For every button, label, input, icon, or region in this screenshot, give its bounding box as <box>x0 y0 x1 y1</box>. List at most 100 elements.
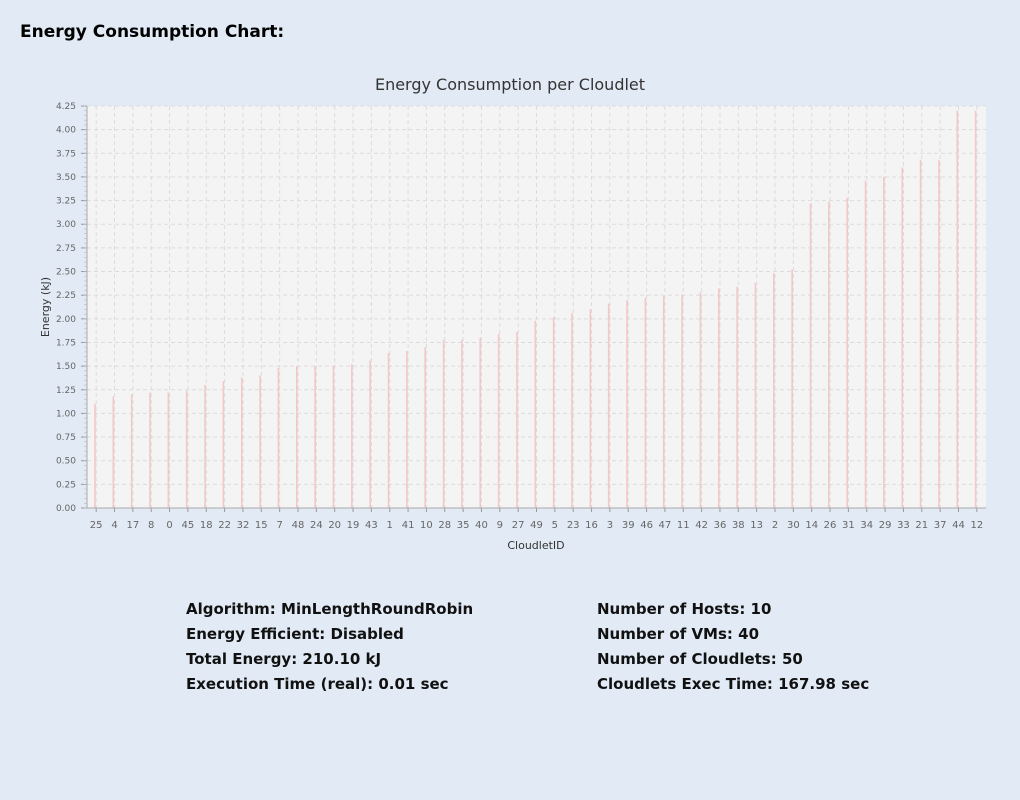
x-tick-label: 32 <box>237 520 250 531</box>
x-tick-label: 26 <box>824 520 837 531</box>
x-tick-label: 34 <box>860 520 873 531</box>
y-tick-label: 1.00 <box>56 409 76 419</box>
x-tick-label: 17 <box>127 520 140 531</box>
y-tick-label: 3.75 <box>56 149 76 159</box>
x-tick-label: 48 <box>292 520 305 531</box>
x-tick-label: 47 <box>659 520 672 531</box>
x-tick-label: 20 <box>328 520 341 531</box>
bar-cloudlet-16 <box>589 309 592 508</box>
x-tick-label: 38 <box>732 520 745 531</box>
bar-cloudlet-3 <box>607 303 610 508</box>
y-tick-label: 1.25 <box>56 386 76 396</box>
bar-cloudlet-18 <box>204 385 206 508</box>
y-tick-label: 3.00 <box>56 220 76 230</box>
x-tick-label: 41 <box>402 520 415 531</box>
x-tick-label: 36 <box>714 520 727 531</box>
bar-cloudlet-33 <box>901 167 904 508</box>
bar-cloudlet-17 <box>130 394 133 508</box>
y-tick-label: 0.25 <box>56 480 76 490</box>
y-tick-label: 3.50 <box>56 173 76 183</box>
stat-energy-efficient: Energy Efficient: Disabled <box>186 625 404 643</box>
x-tick-label: 40 <box>475 520 488 531</box>
stat-algorithm: Algorithm: MinLengthRoundRobin <box>186 600 474 618</box>
x-tick-label: 1 <box>387 520 393 531</box>
bar-cloudlet-34 <box>864 180 867 508</box>
y-tick-label: 0.75 <box>56 433 76 443</box>
x-tick-label: 35 <box>457 520 470 531</box>
bar-cloudlet-25 <box>94 403 96 508</box>
x-tick-labels: 25 4 17 8 0 45 18 22 32 15 7 48 24 20 19 43 1 41 10 28 35 40 9… <box>90 520 983 531</box>
bar-cloudlet-22 <box>222 381 225 508</box>
x-tick-label: 13 <box>750 520 763 531</box>
bar-cloudlet-13 <box>754 282 757 508</box>
x-tick-label: 33 <box>897 520 910 531</box>
x-tick-label: 0 <box>166 520 172 531</box>
x-tick-label: 2 <box>772 520 778 531</box>
bar-cloudlet-38 <box>736 286 738 508</box>
bar-cloudlet-32 <box>240 377 243 508</box>
bar-cloudlet-46 <box>644 298 647 508</box>
bar-cloudlet-7 <box>277 368 280 508</box>
plot-area <box>87 106 986 508</box>
bar-cloudlet-48 <box>295 366 298 508</box>
x-tick-label: 27 <box>512 520 525 531</box>
grid-lines <box>87 105 986 509</box>
x-tick-label: 37 <box>934 520 947 531</box>
x-tick-label: 5 <box>552 520 558 531</box>
x-tick-label: 22 <box>218 520 231 531</box>
x-tick-label: 19 <box>347 520 360 531</box>
bar-cloudlet-5 <box>552 316 555 508</box>
bar-cloudlet-2 <box>773 273 775 508</box>
axes <box>81 105 986 512</box>
x-tick-label: 43 <box>365 520 378 531</box>
x-tick-label: 11 <box>677 520 690 531</box>
bar-cloudlet-24 <box>314 366 316 508</box>
bar-cloudlet-4 <box>112 396 115 508</box>
bar-cloudlet-19 <box>351 364 353 508</box>
stats-right-panel: Number of Hosts: 10 Number of VMs: 40 Nu… <box>597 599 869 699</box>
stat-total-energy: Total Energy: 210.10 kJ <box>186 650 382 668</box>
bar-cloudlet-9 <box>497 333 500 508</box>
bar-cloudlet-43 <box>369 360 371 508</box>
stat-cloudlets-exec-time: Cloudlets Exec Time: 167.98 sec <box>597 675 870 693</box>
bars <box>94 110 977 509</box>
x-tick-label: 4 <box>111 520 117 531</box>
x-tick-label: 29 <box>879 520 892 531</box>
bar-cloudlet-21 <box>919 159 922 509</box>
bar-cloudlet-37 <box>938 159 940 509</box>
y-tick-label: 0.00 <box>56 504 76 514</box>
stats-left-panel: Algorithm: MinLengthRoundRobin Energy Ef… <box>186 599 473 699</box>
x-tick-label: 49 <box>530 520 543 531</box>
bar-cloudlet-45 <box>185 390 188 508</box>
stat-hosts: Number of Hosts: 10 <box>597 600 772 618</box>
x-axis-title: CloudletID <box>507 539 564 552</box>
y-tick-label: 2.50 <box>56 268 76 278</box>
x-tick-label: 16 <box>585 520 598 531</box>
bar-cloudlet-44 <box>956 110 959 509</box>
y-tick-labels: 0.00 0.25 0.50 0.75 1.00 1.25 1.50 1.75 2.00 2.25… <box>56 102 76 514</box>
y-tick-label: 2.25 <box>56 291 76 301</box>
y-tick-label: 2.75 <box>56 244 76 254</box>
bar-cloudlet-47 <box>662 296 665 508</box>
bar-cloudlet-12 <box>974 110 977 509</box>
energy-chart: Energy Consumption per Cloudlet 0.00 0.25… <box>39 75 986 552</box>
bar-cloudlet-35 <box>461 339 463 508</box>
x-tick-label: 18 <box>200 520 213 531</box>
x-tick-label: 9 <box>497 520 503 531</box>
x-tick-label: 28 <box>438 520 451 531</box>
x-tick-label: 45 <box>182 520 195 531</box>
y-tick-label: 1.50 <box>56 362 76 372</box>
x-tick-label: 3 <box>607 520 613 531</box>
bar-cloudlet-15 <box>259 375 261 508</box>
x-tick-label: 14 <box>805 520 818 531</box>
bar-cloudlet-0 <box>167 392 170 508</box>
bar-cloudlet-14 <box>809 203 812 508</box>
bar-cloudlet-31 <box>846 197 848 508</box>
stat-cloudlets: Number of Cloudlets: 50 <box>597 650 803 668</box>
bar-cloudlet-40 <box>479 337 482 508</box>
bar-cloudlet-1 <box>387 352 390 508</box>
x-tick-label: 24 <box>310 520 323 531</box>
bar-cloudlet-8 <box>149 392 151 508</box>
x-tick-label: 8 <box>148 520 154 531</box>
x-tick-label: 15 <box>255 520 268 531</box>
